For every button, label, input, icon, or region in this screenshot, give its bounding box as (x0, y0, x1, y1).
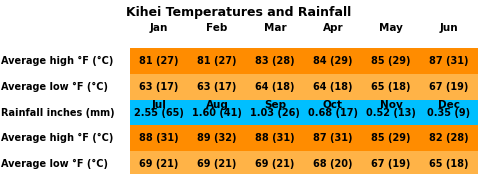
Text: Average low °F (°C): Average low °F (°C) (1, 82, 108, 92)
Text: 68 (20): 68 (20) (313, 159, 353, 169)
Text: 64 (18): 64 (18) (255, 82, 295, 92)
Text: 81 (27): 81 (27) (197, 56, 237, 66)
Text: 1.60 (41): 1.60 (41) (192, 108, 242, 118)
Text: Aug: Aug (206, 100, 228, 110)
Text: 64 (18): 64 (18) (313, 82, 353, 92)
Text: 89 (32): 89 (32) (197, 133, 237, 143)
Text: Oct: Oct (323, 100, 343, 110)
Text: Mar: Mar (264, 23, 286, 33)
Text: 63 (17): 63 (17) (197, 82, 237, 92)
Text: Nov: Nov (380, 100, 402, 110)
Text: 87 (31): 87 (31) (429, 56, 469, 66)
Text: Average low °F (°C): Average low °F (°C) (1, 159, 108, 169)
Text: 63 (17): 63 (17) (139, 82, 179, 92)
Text: 69 (21): 69 (21) (197, 159, 237, 169)
Text: Average high °F (°C): Average high °F (°C) (1, 133, 113, 143)
Text: 69 (21): 69 (21) (255, 159, 295, 169)
Text: 87 (31): 87 (31) (313, 133, 353, 143)
Bar (130, 125, 478, 151)
Text: 67 (19): 67 (19) (429, 82, 469, 92)
Text: 67 (19): 67 (19) (371, 159, 411, 169)
Text: Kihei Temperatures and Rainfall: Kihei Temperatures and Rainfall (126, 6, 352, 19)
Text: 65 (18): 65 (18) (429, 159, 469, 169)
Text: Dec: Dec (438, 100, 460, 110)
Text: Rainfall inches (mm): Rainfall inches (mm) (1, 108, 115, 118)
Text: 0.68 (17): 0.68 (17) (308, 108, 358, 118)
Bar (130, 100, 478, 126)
Text: Feb: Feb (206, 23, 228, 33)
Bar (130, 48, 478, 74)
Text: 85 (29): 85 (29) (371, 133, 411, 143)
Text: 0.52 (13): 0.52 (13) (366, 108, 416, 118)
Text: Average high °F (°C): Average high °F (°C) (1, 56, 113, 66)
Text: 2.55 (65): 2.55 (65) (134, 108, 184, 118)
Text: 1.03 (26): 1.03 (26) (250, 108, 300, 118)
Text: 83 (28): 83 (28) (255, 56, 295, 66)
Bar (130, 74, 478, 100)
Text: 0.35 (9): 0.35 (9) (427, 108, 470, 118)
Text: Apr: Apr (323, 23, 343, 33)
Text: Sep: Sep (264, 100, 286, 110)
Text: Jun: Jun (440, 23, 458, 33)
Text: 69 (21): 69 (21) (139, 159, 179, 169)
Text: 88 (31): 88 (31) (139, 133, 179, 143)
Bar (130, 151, 478, 174)
Text: Jan: Jan (150, 23, 168, 33)
Text: 81 (27): 81 (27) (139, 56, 179, 66)
Text: Jul: Jul (152, 100, 166, 110)
Text: 85 (29): 85 (29) (371, 56, 411, 66)
Text: 82 (28): 82 (28) (429, 133, 469, 143)
Text: 65 (18): 65 (18) (371, 82, 411, 92)
Text: May: May (379, 23, 403, 33)
Text: 88 (31): 88 (31) (255, 133, 295, 143)
Text: 84 (29): 84 (29) (313, 56, 353, 66)
